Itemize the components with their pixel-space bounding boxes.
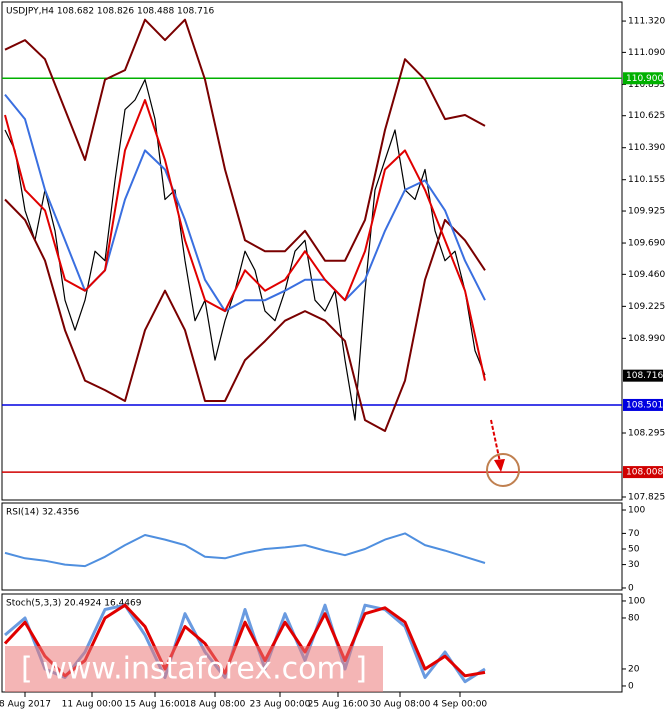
y-tick-label: 109.690 xyxy=(628,239,665,249)
y-tick-label: 108.990 xyxy=(628,334,665,344)
y-tick-label: 100 xyxy=(628,596,645,606)
arrow-head xyxy=(494,459,505,472)
panel-title: RSI(14) 32.4356 xyxy=(6,508,79,518)
y-tick-label: 111.090 xyxy=(628,48,665,58)
last-price-label: 108.716 xyxy=(626,371,663,381)
y-tick-label: 0 xyxy=(628,681,634,691)
x-tick-label: 25 Aug 16:00 xyxy=(308,700,369,710)
arrow xyxy=(490,419,501,463)
series-line xyxy=(4,18,486,262)
series-line xyxy=(4,99,486,381)
level-tag xyxy=(623,72,663,85)
y-tick-label: 108.295 xyxy=(628,429,665,439)
x-tick-label: 8 Aug 2017 xyxy=(0,700,51,710)
y-tick-label: 30 xyxy=(628,560,640,570)
x-tick-label: 4 Sep 00:00 xyxy=(433,700,488,710)
y-tick-label: 70 xyxy=(628,529,640,539)
y-tick-label: 80 xyxy=(628,613,640,623)
y-tick-label: 0 xyxy=(628,583,634,593)
watermark-box xyxy=(5,646,383,692)
y-tick-label: 111.320 xyxy=(628,17,665,27)
level-tag xyxy=(623,398,663,411)
x-tick-label: 18 Aug 08:00 xyxy=(185,700,246,710)
y-tick-label: 110.390 xyxy=(628,143,665,153)
rsi-panel xyxy=(1,502,623,591)
level-label: 108.008 xyxy=(626,468,663,478)
y-tick-label: 50 xyxy=(628,544,640,554)
price-panel xyxy=(1,1,623,501)
y-tick-label: 109.925 xyxy=(628,207,665,217)
y-tick-label: 109.460 xyxy=(628,270,665,280)
panel-title: Stoch(5,3,3) 20.4924 16.4469 xyxy=(6,599,142,609)
plot-layer: USDJPY,H4 108.682 108.826 108.488 108.71… xyxy=(0,7,665,710)
level-label: 110.900 xyxy=(626,74,663,84)
last-price-tag xyxy=(623,369,663,382)
panel-title: USDJPY,H4 108.682 108.826 108.488 108.71… xyxy=(6,7,215,17)
y-tick-label: 110.155 xyxy=(628,175,665,185)
x-tick-label: 30 Aug 08:00 xyxy=(370,700,431,710)
target-circle xyxy=(486,453,520,487)
x-tick-label: 15 Aug 16:00 xyxy=(125,700,186,710)
y-tick-label: 100 xyxy=(628,506,645,516)
series-line xyxy=(4,198,486,432)
y-tick-label: 110.625 xyxy=(628,111,665,121)
y-tick-label: 109.225 xyxy=(628,302,665,312)
watermark: [ www.instaforex.com ] xyxy=(21,652,367,687)
x-tick-label: 23 Aug 00:00 xyxy=(250,700,311,710)
y-tick-label: 110.855 xyxy=(628,80,665,90)
y-tick-label: 107.825 xyxy=(628,493,665,503)
x-tick-label: 11 Aug 00:00 xyxy=(62,700,123,710)
level-label: 108.501 xyxy=(626,400,663,410)
level-tag xyxy=(623,466,663,479)
y-tick-label: 20 xyxy=(628,664,640,674)
series-line xyxy=(4,532,486,568)
